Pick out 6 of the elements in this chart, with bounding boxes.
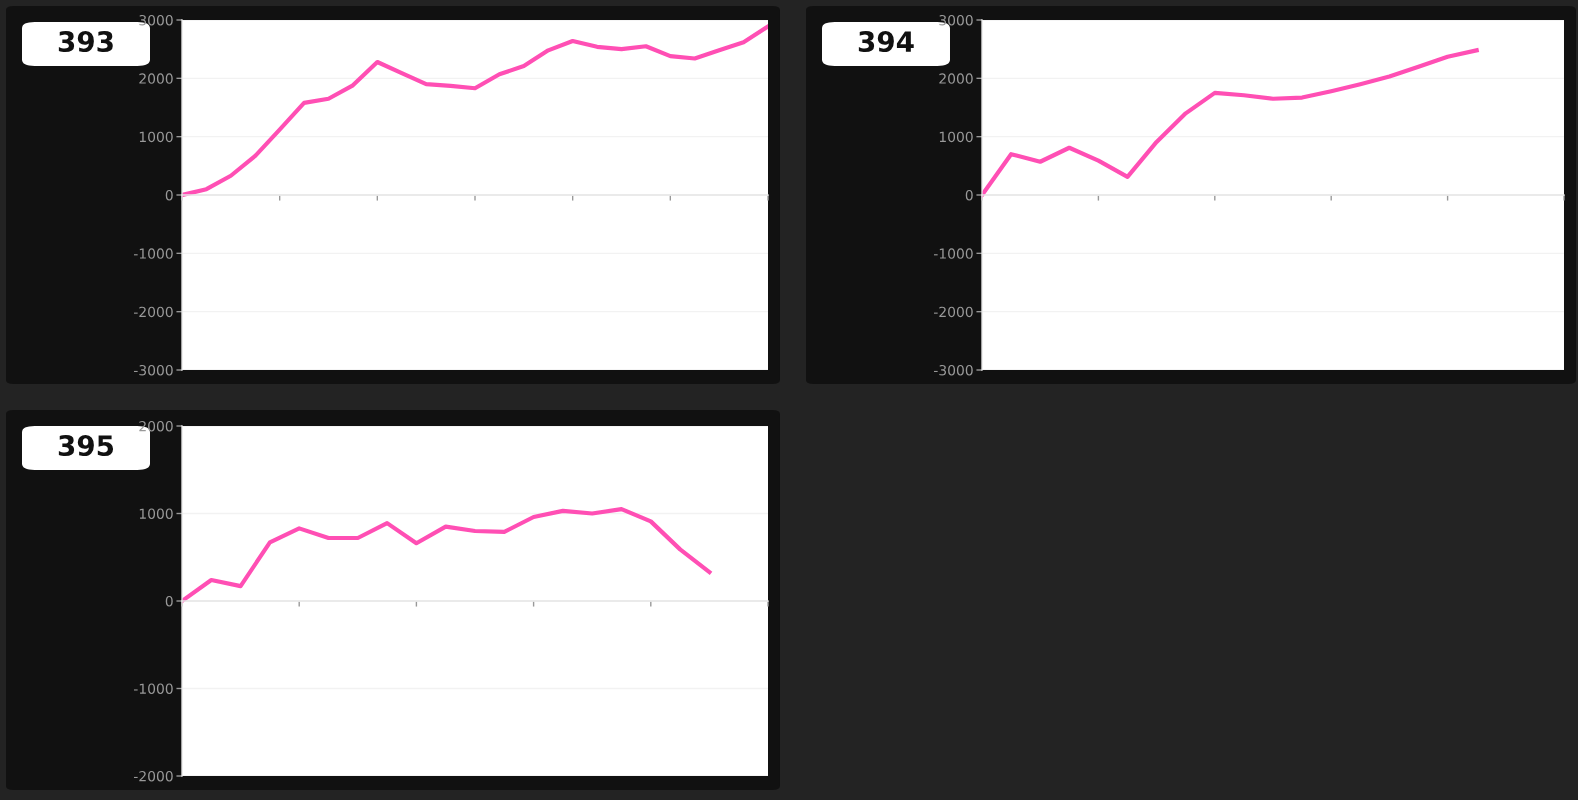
line-series bbox=[182, 507, 712, 604]
line-series bbox=[982, 48, 1479, 198]
line-series bbox=[182, 24, 768, 198]
chart-title: 394 bbox=[858, 31, 914, 53]
chart-title: 395 bbox=[58, 435, 114, 457]
chart-title: 393 bbox=[58, 31, 113, 53]
